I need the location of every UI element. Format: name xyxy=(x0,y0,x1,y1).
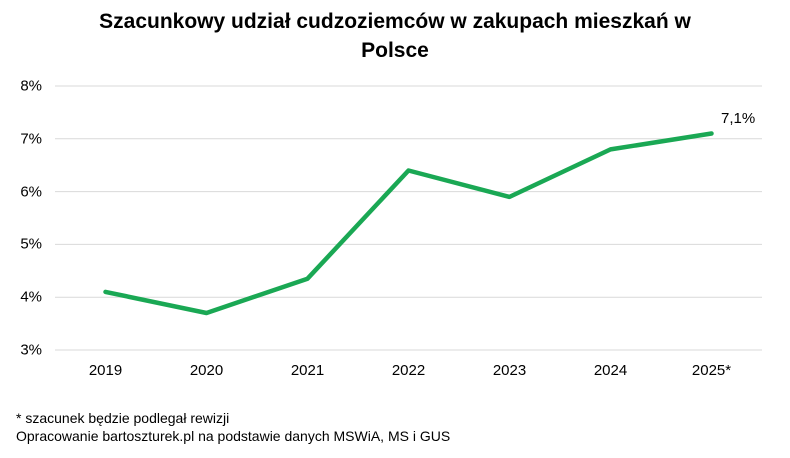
y-axis-label: 6% xyxy=(20,183,42,201)
x-axis-label: 2019 xyxy=(88,362,123,379)
x-axis-label: 2020 xyxy=(189,362,224,379)
x-axis-label: 2025* xyxy=(691,362,732,379)
y-axis-label: 7% xyxy=(20,130,42,148)
source-attribution: Opracowanie bartoszturek.pl na podstawie… xyxy=(16,428,451,444)
x-axis-label: 2022 xyxy=(391,362,426,379)
chart-title: Szacunkowy udział cudzoziemców w zakupac… xyxy=(0,7,790,65)
end-value-label: 7,1% xyxy=(721,110,756,127)
footnote-block: * szacunek będzie podlegał rewizji Oprac… xyxy=(16,409,450,445)
x-axis-label: 2023 xyxy=(492,362,527,379)
y-axis-label: 4% xyxy=(20,288,42,306)
x-axis-label: 2024 xyxy=(593,362,628,379)
y-axis-label: 8% xyxy=(20,77,42,95)
footnote-revision: * szacunek będzie podlegał rewizji xyxy=(16,410,230,426)
data-series-line xyxy=(103,131,714,316)
y-axis-label: 3% xyxy=(20,341,42,359)
y-axis-label: 5% xyxy=(20,235,42,253)
x-axis-label: 2021 xyxy=(290,362,325,379)
chart-title-line2: Polsce xyxy=(361,39,429,62)
chart-title-line1: Szacunkowy udział cudzoziemców w zakupac… xyxy=(99,10,691,33)
